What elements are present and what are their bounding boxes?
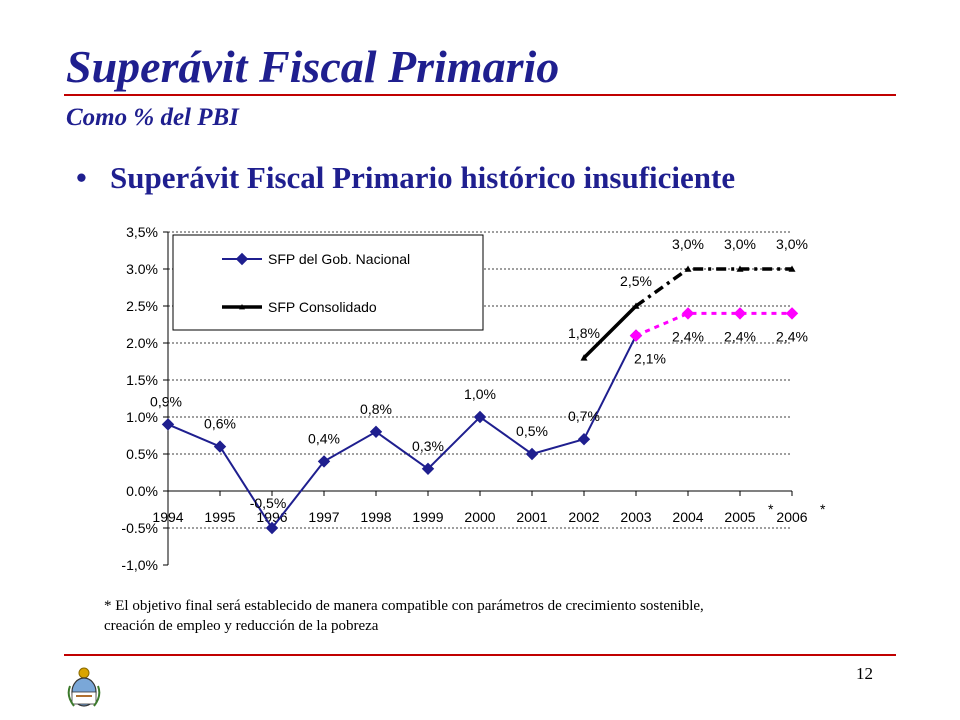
x-tick-marker: * [820, 501, 826, 517]
legend-label-consolidado: SFP Consolidado [268, 299, 377, 315]
data-point [736, 265, 744, 272]
y-tick-label: 1.0% [126, 409, 158, 425]
x-tick-label: 2006 [776, 509, 807, 525]
x-tick-label: 2005 [724, 509, 755, 525]
data-label: 0,7% [568, 408, 600, 424]
footnote-line-1: * El objetivo final será establecido de … [104, 598, 704, 614]
x-tick-label: 1994 [152, 509, 183, 525]
data-label: 0,3% [412, 438, 444, 454]
footnote: * El objetivo final será establecido de … [104, 596, 704, 636]
chart-data-labels: 0,9% 0,6% -0,5% 0,4% 0,8% 0,3% 1,0% 0,5% 0,7% 2,1… [150, 236, 808, 511]
x-tick-label: 1995 [204, 509, 235, 525]
bullet-point: • Superávit Fiscal Primario histórico ins… [76, 160, 735, 196]
x-tick-label: 2003 [620, 509, 651, 525]
y-tick-label: 3.0% [126, 261, 158, 277]
data-label: 3,0% [776, 236, 808, 252]
data-label: 3,0% [724, 236, 756, 252]
series-line [167, 335, 637, 530]
y-tick-label: -0.5% [121, 520, 158, 536]
data-label: 0,5% [516, 423, 548, 439]
data-point [421, 462, 435, 476]
data-point [733, 307, 747, 320]
y-tick-label: 2.0% [126, 335, 158, 351]
data-label: 2,5% [620, 273, 652, 289]
data-point [473, 410, 487, 424]
series-line-dashed [635, 311, 792, 337]
data-label: 1,0% [464, 386, 496, 402]
x-tick-label: 2002 [568, 509, 599, 525]
y-tick-label: 3,5% [126, 224, 158, 240]
bullet-text: Superávit Fiscal Primario histórico insu… [110, 160, 736, 195]
data-label: 2,4% [724, 328, 756, 344]
data-label: 1,8% [568, 325, 600, 341]
y-tick-label: -1,0% [121, 557, 158, 573]
x-tick-label: 2004 [672, 509, 703, 525]
coat-of-arms-logo [67, 667, 101, 707]
data-point [577, 432, 591, 446]
chart-legend: SFP del Gob. Nacional SFP Consolidado [172, 234, 484, 331]
data-label: 2,1% [634, 351, 666, 367]
bullet-dot: • [76, 160, 87, 195]
x-tick-label: 1997 [308, 509, 339, 525]
footer-rule [64, 654, 896, 656]
chart-series [161, 265, 799, 535]
series-line-solid [582, 304, 638, 360]
data-label: 3,0% [672, 236, 704, 252]
data-label: 0,6% [204, 416, 236, 432]
data-point [369, 425, 383, 439]
data-point [265, 521, 279, 535]
legend-marker-nacional [235, 252, 249, 266]
slide-title: Superávit Fiscal Primario [66, 41, 560, 92]
x-tick-label: 1996 [256, 509, 287, 525]
series-0 [161, 329, 643, 535]
title-rule [64, 94, 896, 96]
data-label: 2,4% [672, 328, 704, 344]
x-tick-label: 1998 [360, 509, 391, 525]
data-point [525, 447, 539, 461]
series-2 [629, 307, 799, 342]
y-tick-label: 2.5% [126, 298, 158, 314]
data-point [684, 265, 692, 272]
legend-box [172, 234, 484, 331]
series-1 [580, 265, 796, 361]
data-point [785, 307, 799, 320]
data-label: 0,8% [360, 401, 392, 417]
x-tick-label: 1999 [412, 509, 443, 525]
y-tick-label: 1.5% [126, 372, 158, 388]
data-point [161, 418, 175, 431]
y-tick-label: 0.0% [126, 483, 158, 499]
x-tick-label: 2000 [464, 509, 495, 525]
series-line-dashed [634, 267, 792, 308]
y-tick-label: 0.5% [126, 446, 158, 462]
data-label: 0,9% [150, 393, 182, 409]
data-point [681, 307, 695, 320]
x-tick-marker: * [768, 501, 774, 517]
legend-marker-consolidado [239, 304, 245, 310]
x-tick-label: 2001 [516, 509, 547, 525]
data-point [629, 329, 643, 342]
data-label: -0,5% [250, 495, 287, 511]
slide-subtitle: Como % del PBI [66, 104, 239, 131]
legend-label-nacional: SFP del Gob. Nacional [268, 251, 410, 267]
data-point [632, 302, 640, 309]
data-point [317, 455, 331, 468]
page-number: 12 [856, 664, 873, 683]
data-point [213, 440, 227, 453]
data-point [580, 354, 588, 361]
chart-axes: 3,5% 3.0% 2.5% 2.0% 1.5% 1.0% 0.5% 0.0% -0.5% -1,… [121, 224, 826, 573]
data-point [788, 265, 796, 272]
data-label: 2,4% [776, 328, 808, 344]
data-label: 0,4% [308, 430, 340, 446]
footnote-line-2: creación de empleo y reducción de la pob… [104, 618, 379, 634]
